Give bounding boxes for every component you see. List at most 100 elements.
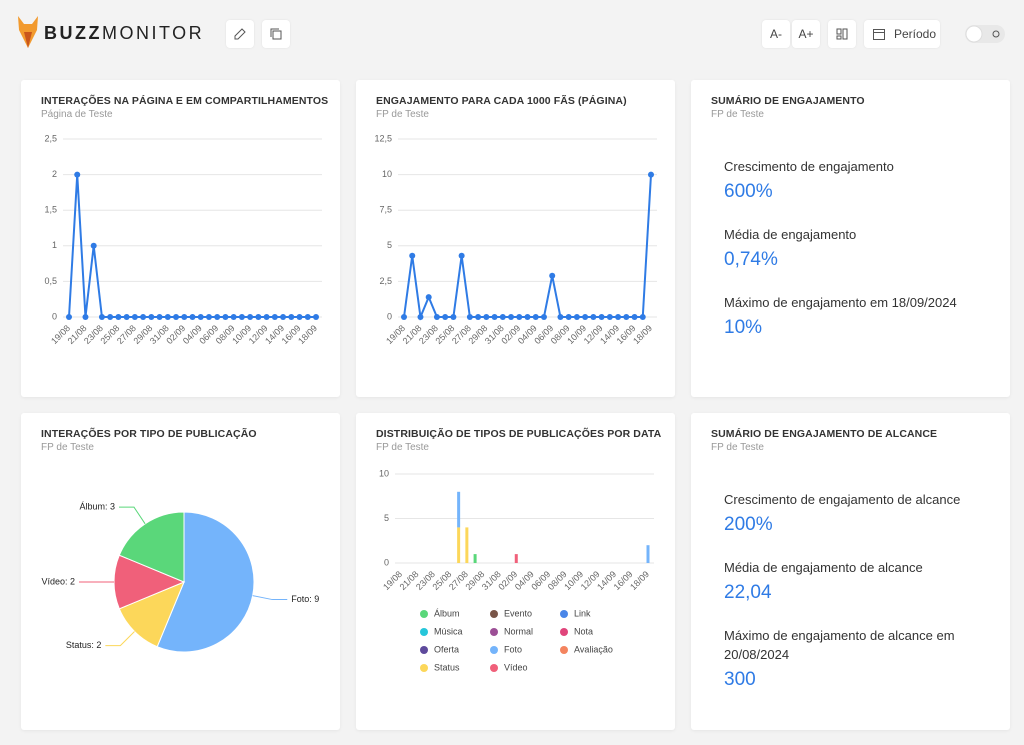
point (140, 314, 147, 320)
legend-label: Oferta (434, 644, 459, 654)
period-label: Período (894, 27, 937, 41)
point (271, 314, 278, 320)
summary-list: Crescimento de engajamento de alcance 200… (724, 490, 969, 713)
logo: BUZZMONITOR (44, 23, 204, 44)
x-tick-label: 18/09 (631, 323, 654, 346)
header: BUZZMONITOR A- A+ Período (0, 0, 1024, 62)
point (304, 314, 311, 320)
y-tick-label: 1 (52, 240, 57, 250)
copy-button[interactable] (262, 20, 290, 48)
point (499, 314, 506, 320)
bar-segment (514, 554, 518, 563)
pie-slice (156, 511, 255, 653)
legend-label: Vídeo (504, 662, 528, 672)
y-tick-label: 0 (384, 557, 389, 567)
legend-label: Link (574, 608, 591, 618)
point (458, 252, 465, 259)
summary-list: Crescimento de engajamento 600% Média de e… (724, 157, 969, 361)
point (131, 314, 138, 320)
point (66, 314, 72, 320)
y-tick-label: 7,5 (379, 205, 392, 215)
point (425, 294, 432, 301)
legend-label: Status (434, 662, 460, 672)
summary-value: 600% (724, 181, 773, 202)
y-tick-label: 5 (387, 240, 392, 250)
card-title: DISTRIBUIÇÃO DE TIPOS DE PUBLICAÇÕES POR… (376, 428, 662, 440)
legend-swatch (490, 628, 498, 636)
chart: 051019/0821/0823/0825/0827/0829/0831/080… (379, 468, 654, 672)
x-tick-label: 18/09 (296, 323, 319, 346)
point (557, 314, 564, 320)
y-tick-label: 2,5 (379, 276, 392, 286)
point (401, 314, 407, 320)
legend-swatch (560, 628, 568, 636)
point (238, 314, 245, 320)
legend-label: Normal (504, 626, 533, 636)
summary-label: Máximo de engajamento de alcance em 20/0… (724, 628, 955, 662)
period-button[interactable]: Período (864, 20, 940, 48)
slice-label: Foto: 9 (291, 594, 319, 604)
card-subtitle: FP de Teste (41, 442, 94, 453)
y-tick-label: 1,5 (44, 205, 57, 215)
point (491, 314, 498, 320)
card-subtitle: FP de Teste (376, 109, 429, 120)
slice-label: Status: 2 (66, 640, 102, 650)
y-tick-label: 12,5 (374, 133, 392, 143)
point (540, 314, 547, 320)
point (648, 171, 654, 178)
legend-swatch (420, 628, 428, 636)
edit-button[interactable] (226, 20, 254, 48)
point (156, 314, 163, 320)
point (598, 314, 605, 320)
point (280, 314, 287, 320)
legend-label: Evento (504, 608, 532, 618)
card-subtitle: FP de Teste (376, 442, 429, 453)
point (205, 314, 212, 320)
logo-icon (18, 16, 38, 48)
card-title: SUMÁRIO DE ENGAJAMENTO (711, 95, 865, 107)
legend-swatch (560, 610, 568, 618)
leader-line (105, 631, 135, 647)
card: 0 0,5 1 1,5 2 2,5 19/08 21/08 23/08 25/08 27/08 29/… (21, 80, 340, 397)
point (214, 314, 221, 320)
point (433, 314, 440, 320)
y-tick-label: 10 (379, 468, 389, 478)
summary-label: Crescimento de engajamento de alcance (724, 492, 961, 507)
point (466, 314, 473, 320)
summary-label: Crescimento de engajamento (724, 159, 894, 174)
card-subtitle: FP de Teste (711, 109, 764, 120)
point (508, 314, 515, 320)
point (222, 314, 229, 320)
summary-value: 22,04 (724, 582, 772, 603)
point (189, 314, 196, 320)
point (606, 314, 613, 320)
layout-button[interactable] (828, 20, 856, 48)
card-title: INTERAÇÕES POR TIPO DE PUBLICAÇÃO (41, 428, 257, 440)
bar-segment (457, 491, 461, 528)
y-tick-label: 2 (52, 169, 57, 179)
point (115, 314, 122, 320)
chart: 00,511,522,519/0821/0823/0825/0827/0829/… (44, 133, 322, 346)
card: SUMÁRIO DE ENGAJAMENTO DE ALCANCE FP de T… (691, 413, 1010, 730)
summary-value: 300 (724, 669, 756, 690)
summary-value: 0,74% (724, 249, 778, 270)
point (409, 252, 416, 259)
theme-toggle[interactable] (964, 24, 1008, 46)
font-increase[interactable]: A+ (792, 20, 820, 48)
card-title: ENGAJAMENTO PARA CADA 1000 FÃS (PÁGINA) (376, 95, 627, 107)
point (417, 314, 424, 320)
bar-segment (457, 527, 461, 563)
font-decrease[interactable]: A- (762, 20, 790, 48)
point (197, 314, 204, 320)
slice-label: Álbum: 3 (79, 502, 115, 512)
point (475, 314, 482, 320)
point (573, 314, 580, 320)
chart: Foto: 9 Status: 2 Vídeo: 2 Álbum: 3 (41, 502, 319, 653)
point (639, 314, 646, 320)
point (516, 314, 523, 320)
point (107, 314, 114, 320)
leader-line (118, 506, 146, 525)
summary-label: Média de engajamento de alcance (724, 560, 923, 575)
point (549, 272, 556, 279)
